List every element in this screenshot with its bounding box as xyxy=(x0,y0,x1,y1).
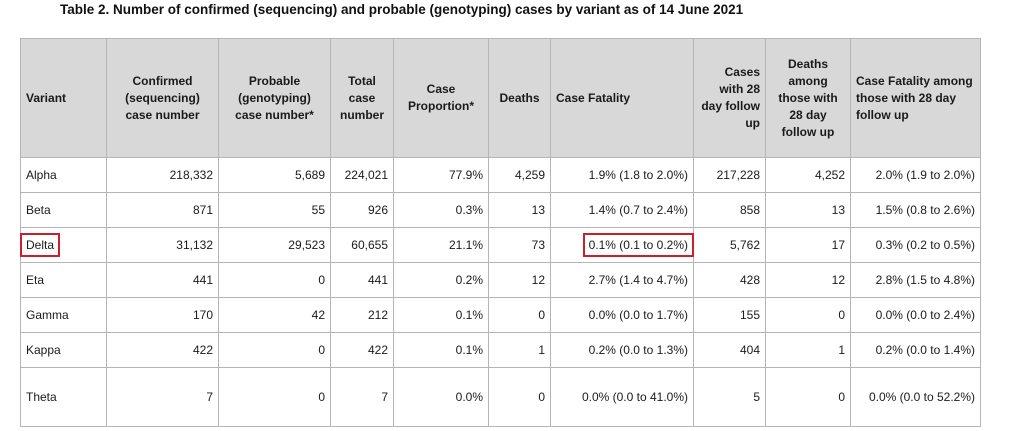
cell-proportion: 0.0% xyxy=(393,367,489,427)
header-confirmed: Confirmed (sequencing) case number xyxy=(106,38,219,158)
cell-probable: 42 xyxy=(218,297,331,333)
cell-cases-28: 155 xyxy=(693,297,766,333)
cell-deaths-28: 17 xyxy=(765,227,851,263)
cell-fatality-28: 0.0% (0.0 to 52.2%) xyxy=(850,367,981,427)
cell-fatality: 0.0% (0.0 to 1.7%) xyxy=(550,297,694,333)
header-cases-28: Cases with 28 day follow up xyxy=(693,38,766,158)
header-deaths-28: Deaths among those with 28 day follow up xyxy=(765,38,851,158)
cell-total: 224,021 xyxy=(330,157,394,193)
cell-fatality: 1.9% (1.8 to 2.0%) xyxy=(550,157,694,193)
cell-deaths-28: 1 xyxy=(765,332,851,368)
table-row: Gamma 170 42 212 0.1% 0 0.0% (0.0 to 1.7… xyxy=(20,297,981,333)
header-variant: Variant xyxy=(20,38,107,158)
header-total: Total case number xyxy=(330,38,394,158)
cell-deaths-28: 4,252 xyxy=(765,157,851,193)
cell-confirmed: 441 xyxy=(106,262,219,298)
cell-confirmed: 422 xyxy=(106,332,219,368)
cell-fatality-highlighted: 0.1% (0.1 to 0.2%) xyxy=(550,227,694,263)
cell-fatality-28: 0.3% (0.2 to 0.5%) xyxy=(850,227,981,263)
cell-proportion: 0.2% xyxy=(393,262,489,298)
cell-probable: 55 xyxy=(218,192,331,228)
cell-deaths: 13 xyxy=(488,192,551,228)
cell-deaths: 1 xyxy=(488,332,551,368)
cell-variant: Eta xyxy=(20,262,107,298)
cell-confirmed: 170 xyxy=(106,297,219,333)
cell-cases-28: 5 xyxy=(693,367,766,427)
cell-total: 441 xyxy=(330,262,394,298)
cell-probable: 5,689 xyxy=(218,157,331,193)
header-proportion: Case Proportion* xyxy=(393,38,489,158)
cell-fatality-28: 1.5% (0.8 to 2.6%) xyxy=(850,192,981,228)
cell-proportion: 0.1% xyxy=(393,332,489,368)
highlight-box-variant: Delta xyxy=(20,233,61,257)
cell-deaths-28: 13 xyxy=(765,192,851,228)
header-case-fatality: Case Fatality xyxy=(550,38,694,158)
cell-total: 212 xyxy=(330,297,394,333)
cell-proportion: 0.1% xyxy=(393,297,489,333)
cell-fatality-28: 0.2% (0.0 to 1.4%) xyxy=(850,332,981,368)
cell-deaths: 0 xyxy=(488,297,551,333)
cell-probable: 0 xyxy=(218,262,331,298)
cell-cases-28: 5,762 xyxy=(693,227,766,263)
cell-cases-28: 404 xyxy=(693,332,766,368)
cell-deaths-28: 12 xyxy=(765,262,851,298)
cell-deaths-28: 0 xyxy=(765,367,851,427)
cell-probable: 0 xyxy=(218,332,331,368)
cell-deaths: 4,259 xyxy=(488,157,551,193)
cell-variant: Kappa xyxy=(20,332,107,368)
table-row: Kappa 422 0 422 0.1% 1 0.2% (0.0 to 1.3%… xyxy=(20,332,981,368)
cell-total: 7 xyxy=(330,367,394,427)
cell-variant: Theta xyxy=(20,367,107,427)
cell-deaths: 0 xyxy=(488,367,551,427)
cell-fatality-28: 2.8% (1.5 to 4.8%) xyxy=(850,262,981,298)
header-probable: Probable (genotyping) case number* xyxy=(218,38,331,158)
cell-fatality: 1.4% (0.7 to 2.4%) xyxy=(550,192,694,228)
highlight-box-fatality: 0.1% (0.1 to 0.2%) xyxy=(582,233,694,257)
table-row: Beta 871 55 926 0.3% 13 1.4% (0.7 to 2.4… xyxy=(20,192,981,228)
cell-cases-28: 858 xyxy=(693,192,766,228)
cell-fatality: 0.0% (0.0 to 41.0%) xyxy=(550,367,694,427)
table-title: Table 2. Number of confirmed (sequencing… xyxy=(60,2,744,17)
cell-deaths: 73 xyxy=(488,227,551,263)
cell-total: 60,655 xyxy=(330,227,394,263)
cell-deaths-28: 0 xyxy=(765,297,851,333)
table-row: Theta 7 0 7 0.0% 0 0.0% (0.0 to 41.0%) 5… xyxy=(20,367,981,427)
cell-cases-28: 428 xyxy=(693,262,766,298)
cell-fatality: 0.2% (0.0 to 1.3%) xyxy=(550,332,694,368)
table-row: Eta 441 0 441 0.2% 12 2.7% (1.4 to 4.7%)… xyxy=(20,262,981,298)
header-deaths: Deaths xyxy=(488,38,551,158)
header-row: Variant Confirmed (sequencing) case numb… xyxy=(20,38,981,158)
cell-confirmed: 871 xyxy=(106,192,219,228)
cell-proportion: 21.1% xyxy=(393,227,489,263)
variant-table: Variant Confirmed (sequencing) case numb… xyxy=(20,38,981,427)
cell-cases-28: 217,228 xyxy=(693,157,766,193)
cell-variant: Alpha xyxy=(20,157,107,193)
cell-variant: Gamma xyxy=(20,297,107,333)
cell-probable: 29,523 xyxy=(218,227,331,263)
cell-probable: 0 xyxy=(218,367,331,427)
cell-variant-highlighted: Delta xyxy=(20,227,107,263)
cell-fatality: 2.7% (1.4 to 4.7%) xyxy=(550,262,694,298)
cell-variant: Beta xyxy=(20,192,107,228)
cell-proportion: 77.9% xyxy=(393,157,489,193)
cell-proportion: 0.3% xyxy=(393,192,489,228)
cell-fatality-28: 0.0% (0.0 to 2.4%) xyxy=(850,297,981,333)
cell-confirmed: 31,132 xyxy=(106,227,219,263)
table-row: Delta 31,132 29,523 60,655 21.1% 73 0.1%… xyxy=(20,227,981,263)
cell-fatality-28: 2.0% (1.9 to 2.0%) xyxy=(850,157,981,193)
cell-confirmed: 218,332 xyxy=(106,157,219,193)
cell-total: 422 xyxy=(330,332,394,368)
cell-total: 926 xyxy=(330,192,394,228)
cell-confirmed: 7 xyxy=(106,367,219,427)
table-row: Alpha 218,332 5,689 224,021 77.9% 4,259 … xyxy=(20,157,981,193)
cell-deaths: 12 xyxy=(488,262,551,298)
header-fatality-28: Case Fatality among those with 28 day fo… xyxy=(850,38,981,158)
